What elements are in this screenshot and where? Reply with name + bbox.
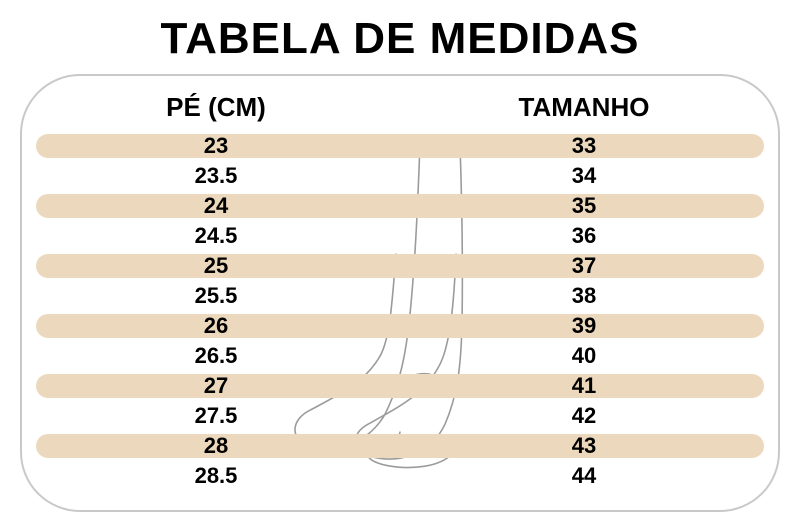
table-row: 26 39 [22, 311, 778, 341]
cell-size: 42 [400, 401, 778, 431]
cell-foot-cm: 26 [22, 311, 400, 341]
cell-size: 39 [400, 311, 778, 341]
header-foot-cm: PÉ (CM) [22, 92, 400, 123]
table-row: 25 37 [22, 251, 778, 281]
cell-size: 44 [400, 461, 778, 491]
cell-size: 34 [400, 161, 778, 191]
cell-size: 43 [400, 431, 778, 461]
cell-foot-cm: 23 [22, 131, 400, 161]
cell-size: 41 [400, 371, 778, 401]
cell-foot-cm: 25.5 [22, 281, 400, 311]
cell-foot-cm: 25 [22, 251, 400, 281]
cell-foot-cm: 26.5 [22, 341, 400, 371]
cell-foot-cm: 28.5 [22, 461, 400, 491]
size-table-card: PÉ (CM) TAMANHO 23 33 23.5 34 [20, 74, 780, 512]
cell-foot-cm: 27.5 [22, 401, 400, 431]
table-row: 27 41 [22, 371, 778, 401]
table-row: 28.5 44 [22, 461, 778, 491]
table-row: 24.5 36 [22, 221, 778, 251]
cell-foot-cm: 24 [22, 191, 400, 221]
cell-foot-cm: 24.5 [22, 221, 400, 251]
cell-foot-cm: 23.5 [22, 161, 400, 191]
cell-size: 37 [400, 251, 778, 281]
table-row: 24 35 [22, 191, 778, 221]
table-row: 25.5 38 [22, 281, 778, 311]
table-row: 23 33 [22, 131, 778, 161]
table-row: 27.5 42 [22, 401, 778, 431]
cell-size: 40 [400, 341, 778, 371]
page-title: TABELA DE MEDIDAS [161, 14, 640, 64]
table-row: 28 43 [22, 431, 778, 461]
table-headers: PÉ (CM) TAMANHO [22, 92, 778, 123]
cell-foot-cm: 27 [22, 371, 400, 401]
table-row: 23.5 34 [22, 161, 778, 191]
cell-size: 36 [400, 221, 778, 251]
cell-size: 38 [400, 281, 778, 311]
cell-foot-cm: 28 [22, 431, 400, 461]
table-body: 23 33 23.5 34 24 35 24.5 36 25 37 25.5 3… [22, 131, 778, 491]
cell-size: 33 [400, 131, 778, 161]
cell-size: 35 [400, 191, 778, 221]
table-row: 26.5 40 [22, 341, 778, 371]
header-size: TAMANHO [400, 92, 778, 123]
